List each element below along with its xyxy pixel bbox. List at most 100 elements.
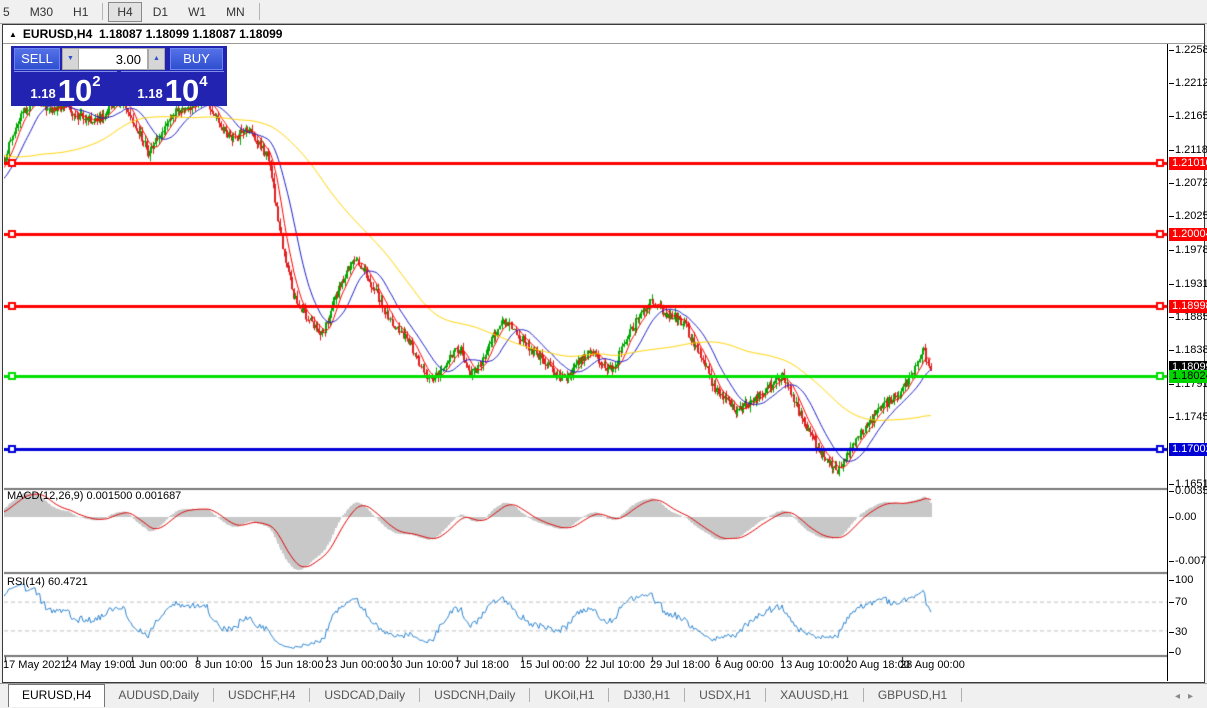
time-axis-label: 1 Jun 00:00	[130, 659, 188, 671]
tab-XAUUSD,H1[interactable]: XAUUSD,H1	[780, 688, 849, 702]
macd-label: MACD(12,26,9) 0.001500 0.001687	[7, 490, 181, 502]
price-line-label-1.21010: 1.21010	[1169, 157, 1207, 170]
triangle-up-icon: ▲	[153, 55, 160, 62]
price-axis-tick: 1.22580	[1169, 44, 1207, 56]
sell-price-display[interactable]: 1.18 10 2	[14, 71, 117, 108]
price-axis-tick: 1.17450	[1169, 411, 1207, 423]
tab-scroll-left-icon[interactable]: ◂	[1174, 691, 1188, 702]
time-axis-label: 30 Jun 10:00	[390, 659, 454, 671]
sell-price-prefix: 1.18	[30, 86, 56, 101]
timeframe-button-M30[interactable]: M30	[29, 4, 54, 19]
tab-EURUSD,H4[interactable]: EURUSD,H4	[8, 684, 106, 707]
rsi-axis-tick: 100	[1169, 574, 1207, 586]
price-axis-tick: 1.18850	[1169, 311, 1207, 323]
time-axis-label: 28 Aug 00:00	[900, 659, 965, 671]
buy-price-prefix: 1.18	[137, 86, 163, 101]
tab-divider	[309, 688, 311, 702]
rsi-label: RSI(14) 60.4721	[7, 576, 88, 588]
price-axis-tick: 1.18380	[1169, 344, 1207, 356]
time-axis-label: 23 Jun 00:00	[325, 659, 389, 671]
tab-UKOil,H1[interactable]: UKOil,H1	[544, 688, 595, 702]
tab-USDX,H1[interactable]: USDX,H1	[699, 688, 752, 702]
time-axis-label: 29 Jul 18:00	[650, 659, 710, 671]
price-axis-tick: 1.16510	[1169, 478, 1207, 490]
price-axis-tick: 1.21650	[1169, 110, 1207, 122]
time-axis-label: 7 Jul 18:00	[455, 659, 509, 671]
time-axis-label: 17 May 2021	[3, 659, 67, 671]
tab-USDCAD,Daily[interactable]: USDCAD,Daily	[324, 688, 406, 702]
volume-decrease-button[interactable]: ▼	[62, 48, 79, 70]
triangle-down-icon: ▼	[67, 55, 74, 62]
timeframe-toolbar: 5 M30 H1 H4 D1 W1 MN	[0, 0, 1207, 24]
toolbar-separator	[102, 3, 104, 20]
chart-canvas[interactable]	[4, 44, 1167, 662]
tab-GBPUSD,H1[interactable]: GBPUSD,H1	[877, 688, 948, 702]
rsi-axis-tick: 70	[1169, 596, 1207, 608]
chart-title-symbol: EURUSD,H4	[22, 27, 93, 41]
chart-tabs: EURUSD,H4 AUDUSD,Daily USDCHF,H4 USDCAD,Dai…	[8, 684, 963, 707]
buy-button[interactable]: BUY	[170, 48, 223, 70]
chart-title-ohlc: 1.18087 1.18099 1.18087 1.18099	[98, 27, 283, 41]
chart-title-spacer	[92, 27, 99, 41]
tab-divider	[765, 688, 767, 702]
tab-divider	[684, 688, 686, 702]
price-axis-tick: 1.21180	[1169, 144, 1207, 156]
price-line-label-1.20004: 1.20004	[1169, 228, 1207, 241]
time-axis-label: 6 Aug 00:00	[715, 659, 774, 671]
one-click-panel-toggle-icon[interactable]: ▲	[9, 30, 17, 39]
macd-axis-tick: -0.007178	[1169, 555, 1207, 567]
tab-scroll-arrows[interactable]: ◂▸	[1175, 691, 1201, 702]
tab-divider	[608, 688, 610, 702]
volume-increase-button[interactable]: ▲	[148, 48, 165, 70]
time-axis-label: 8 Jun 10:00	[195, 659, 253, 671]
timeframe-button-D1[interactable]: D1	[152, 4, 169, 19]
tab-USDCNH,Daily[interactable]: USDCNH,Daily	[434, 688, 516, 702]
tab-divider	[213, 688, 215, 702]
tab-USDCHF,H4[interactable]: USDCHF,H4	[228, 688, 296, 702]
macd-axis-tick: 0.003515	[1169, 485, 1207, 497]
tab-divider	[419, 688, 421, 702]
rsi-axis-tick: 0	[1169, 646, 1207, 658]
price-line-label-1.18024: 1.18024	[1169, 370, 1207, 383]
price-line-label-1.17002: 1.17002	[1169, 443, 1207, 456]
time-axis-label: 15 Jul 00:00	[520, 659, 580, 671]
tab-DJ30,H1[interactable]: DJ30,H1	[623, 688, 671, 702]
sell-price-sup: 2	[92, 73, 101, 90]
sell-button[interactable]: SELL	[14, 48, 60, 70]
price-axis-tick: 1.20250	[1169, 210, 1207, 222]
timeframe-button-W1[interactable]: W1	[188, 4, 207, 19]
timeframe-button-H4[interactable]: H4	[108, 1, 142, 22]
chart-window: ▲ EURUSD,H4 1.18087 1.18099 1.18087 1.180…	[2, 24, 1207, 683]
buy-price-display[interactable]: 1.18 10 4	[121, 71, 224, 106]
timeframe-button-H1[interactable]: H1	[73, 4, 89, 19]
tab-divider	[862, 688, 864, 702]
time-axis-label: 15 Jun 18:00	[260, 659, 324, 671]
price-axis-line	[1167, 44, 1168, 681]
time-axis-label: 24 May 19:00	[65, 659, 132, 671]
price-axis-tick: 1.19310	[1169, 278, 1207, 290]
timeframe-button-MN[interactable]: MN	[226, 4, 245, 19]
chart-tabs-bar: EURUSD,H4 AUDUSD,Daily USDCHF,H4 USDCAD,Dai…	[0, 683, 1207, 707]
macd-name: MACD(12,26,9)	[7, 490, 84, 502]
macd-axis-tick: 0.00	[1169, 511, 1207, 523]
chart-title-bar: ▲ EURUSD,H4 1.18087 1.18099 1.18087 1.180…	[3, 25, 1204, 44]
time-axis-label: 13 Aug 10:00	[780, 659, 845, 671]
buy-price-sup: 4	[199, 73, 208, 90]
time-axis-label: 20 Aug 18:00	[845, 659, 910, 671]
price-axis-tick: 1.19780	[1169, 244, 1207, 256]
price-axis-tick: 1.20720	[1169, 177, 1207, 189]
time-axis-label: 22 Jul 10:00	[585, 659, 645, 671]
tab-divider	[961, 688, 963, 702]
price-axis-tick: 1.22120	[1169, 77, 1207, 89]
sell-price-big: 10	[57, 73, 93, 108]
toolbar-separator	[258, 3, 260, 20]
tab-scroll-right-icon[interactable]: ▸	[1187, 691, 1201, 702]
volume-input[interactable]	[78, 48, 148, 70]
rsi-axis-tick: 30	[1169, 626, 1207, 638]
price-line-label-1.18998: 1.18998	[1169, 300, 1207, 313]
timeframe-button-5[interactable]: 5	[3, 4, 10, 19]
macd-current-values: 0.001500 0.001687	[86, 490, 182, 502]
tab-AUDUSD,Daily[interactable]: AUDUSD,Daily	[118, 688, 200, 702]
rsi-current-value: 60.4721	[47, 576, 88, 588]
